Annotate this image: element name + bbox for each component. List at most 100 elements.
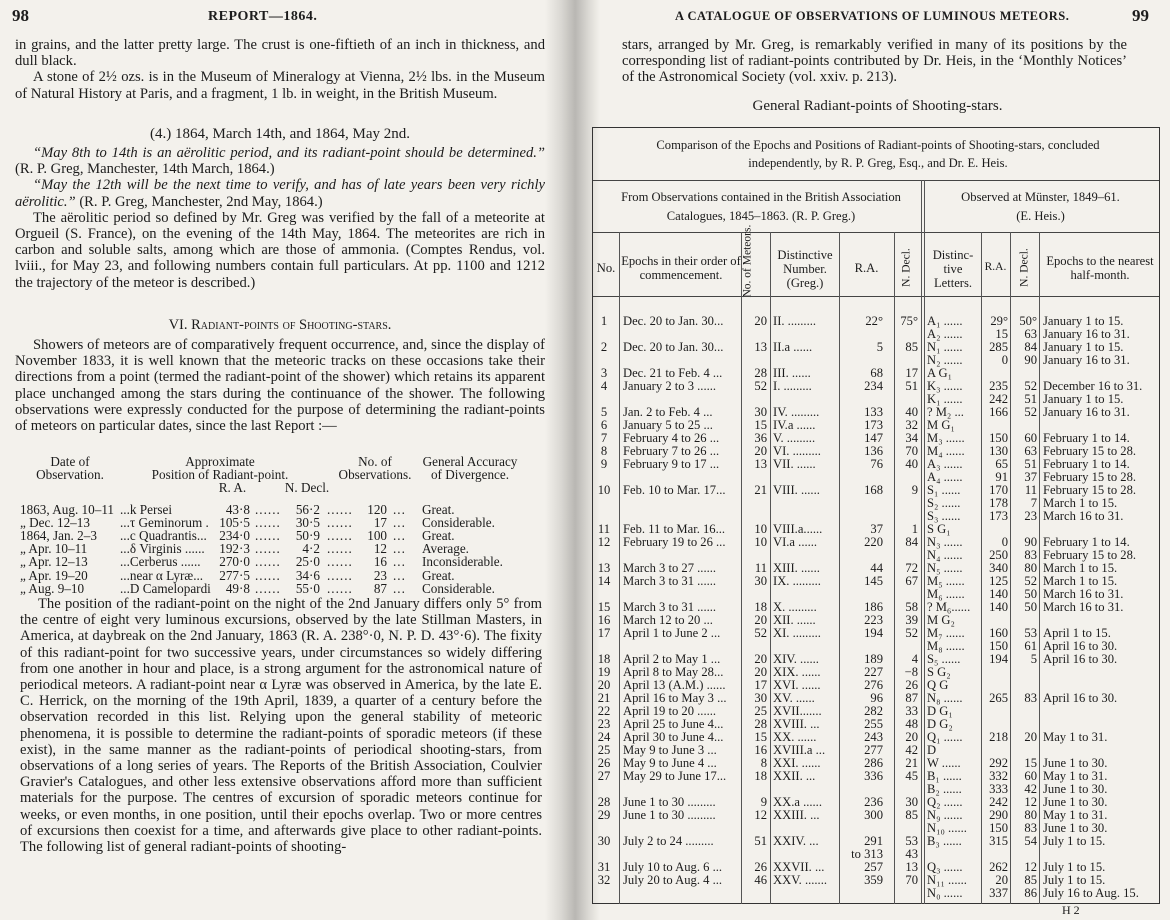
dot-leader: [255, 569, 281, 582]
ra-value: 277: [864, 743, 883, 757]
column-rule: [924, 180, 925, 904]
heis-letter: K₃ ......: [927, 379, 963, 393]
table-row: 21 April 16 to May 3 ... 30 XV. ...... 96 87 N…: [593, 692, 1161, 705]
meteor-count: 13: [754, 457, 767, 471]
heis-letter: ? M₂ ...: [927, 405, 964, 419]
heis-ra: 315: [989, 834, 1008, 848]
heis-decl: 83: [1024, 821, 1037, 835]
divider: [593, 180, 1159, 181]
heis-epoch: January 16 to 31.: [1043, 327, 1130, 341]
dot-leader: [393, 569, 406, 582]
meteor-count: 52: [754, 626, 767, 640]
heis-letter: S₁ ......: [927, 483, 961, 497]
column-rule: [1039, 232, 1040, 904]
decl-value: 1: [911, 522, 918, 536]
decl-value: 17: [905, 366, 918, 380]
decl-value: 30: [905, 795, 918, 809]
greg-number: II. .........: [773, 314, 817, 328]
greg-number: XX.a ......: [773, 795, 822, 809]
heis-epoch: December 16 to 31.: [1043, 379, 1143, 393]
heis-ra: 166: [989, 405, 1008, 419]
heis-decl: 50°: [1019, 314, 1037, 328]
heis-ra: 140: [989, 587, 1008, 601]
epoch-range: May 9 to June 4 ...: [623, 756, 717, 770]
epoch-range: June 1 to 30 .........: [623, 808, 716, 822]
epoch-range: Dec. 20 to Jan. 30...: [623, 340, 724, 354]
heis-letter: S₃ ......: [927, 509, 961, 523]
epoch-range: June 1 to 30 .........: [623, 795, 716, 809]
obs-date: „ Dec. 12–13: [20, 515, 90, 531]
decl-value: 67: [905, 574, 918, 588]
table-row: 32 July 20 to Aug. 4 ... 46 XXV. ....... 359…: [593, 874, 1161, 887]
ra-value: 133: [864, 405, 883, 419]
table-row: M₆ ...... 140 50 March 16 to 31.: [593, 588, 1161, 601]
table-row: 7 February 4 to 26 ... 36 V. ......... 147 34…: [593, 432, 1161, 445]
divider: [593, 232, 1159, 233]
decl-value: 26: [905, 678, 918, 692]
epoch-range: Feb. 10 to Mar. 17...: [623, 483, 726, 497]
quotes: “May 8th to 14th is an aërolitic period,…: [15, 145, 545, 291]
table-row: 4 January 2 to 3 ...... 52 I. ......... 234 5…: [593, 380, 1161, 393]
col-header-accuracy: General Accuracy of Divergence.: [422, 454, 518, 482]
table-row: 19 April 8 to May 28... 20 XIX. ...... 227 −8…: [593, 666, 1161, 679]
meteor-count: 10: [754, 522, 767, 536]
table-row: B₂ ...... 333 42 June 1 to 30.: [593, 783, 1161, 796]
table-row: N₄ ...... 250 83 February 15 to 28.: [593, 549, 1161, 562]
heis-epoch: February 15 to 28.: [1043, 548, 1137, 562]
row-number: 1: [600, 314, 608, 328]
heis-epoch: January 1 to 15.: [1043, 340, 1124, 354]
heis-decl: 63: [1024, 444, 1037, 458]
heis-ra: 0: [1001, 353, 1008, 367]
greg-number: XII. ......: [773, 613, 816, 627]
table-row: 29 June 1 to 30 ......... 12 XXIII. ... 300 8…: [593, 809, 1161, 822]
column-rule: [619, 232, 620, 904]
greg-group-header: From Observations contained in the Briti…: [621, 190, 901, 223]
table-row: 22 April 19 to 20 ...... 25 XVII....... 282 3…: [593, 705, 1161, 718]
meteor-count: 8: [760, 756, 767, 770]
ra-value: 255: [864, 717, 883, 731]
heis-epoch: July 1 to 15.: [1043, 860, 1106, 874]
heis-decl: 51: [1024, 392, 1037, 406]
heis-decl: 51: [1024, 457, 1037, 471]
decl-value: 34: [905, 431, 918, 445]
epoch-range: July 2 to 24 .........: [623, 834, 714, 848]
heis-epoch: March 16 to 31.: [1043, 587, 1124, 601]
col-header-heis-decl: N. Decl.: [1018, 248, 1031, 287]
meteor-count: 12: [754, 808, 767, 822]
decl-value: 58: [905, 600, 918, 614]
heis-letter: M₅ ......: [927, 574, 965, 588]
dot-leader: [393, 555, 406, 568]
position-paragraph: The position of the radiant-point on the…: [20, 596, 542, 855]
ra-value: 359: [864, 873, 883, 887]
col-header-date: Date of Observation.: [36, 454, 104, 482]
ra-value: 96: [870, 691, 883, 705]
heis-letter: D G₂: [927, 717, 953, 731]
radiant-star: ...τ Geminorum .: [120, 515, 209, 531]
radiant-star: ...c Quadrantis...: [120, 528, 207, 544]
epoch-range: March 3 to 31 ......: [623, 574, 717, 588]
heis-ra: 130: [989, 444, 1008, 458]
table-row: 26 May 9 to June 4 ... 8 XXI. ...... 286 21 W …: [593, 757, 1161, 770]
ra-value: 192·3: [219, 541, 250, 557]
heis-decl: 84: [1024, 340, 1037, 354]
heis-decl: 85: [1024, 873, 1037, 887]
heis-decl: 90: [1024, 535, 1037, 549]
radiant-star: ...Cerberus ......: [120, 554, 201, 570]
paragraph: Showers of meteors are of comparatively …: [15, 337, 545, 435]
decl-value: 45: [905, 769, 918, 783]
heis-ra: 15: [995, 327, 1008, 341]
heis-epoch: July 1 to 15.: [1043, 834, 1106, 848]
meteor-count: 16: [754, 743, 767, 757]
observation-count: 23: [373, 567, 387, 583]
heis-ra: 265: [989, 691, 1008, 705]
epoch-range: Jan. 2 to Feb. 4 ...: [623, 405, 713, 419]
table-title: General Radiant-points of Shooting-stars…: [752, 98, 1003, 114]
greg-number: V. .........: [773, 431, 816, 445]
heis-ra: 0: [1001, 535, 1008, 549]
decl-value: 84: [905, 535, 918, 549]
greg-number: XVIII.a ...: [773, 743, 826, 757]
accuracy: Considerable.: [422, 580, 495, 596]
meteor-count: 21: [754, 483, 767, 497]
heis-ra: 218: [989, 730, 1008, 744]
decl-value: 55·0: [295, 580, 320, 596]
